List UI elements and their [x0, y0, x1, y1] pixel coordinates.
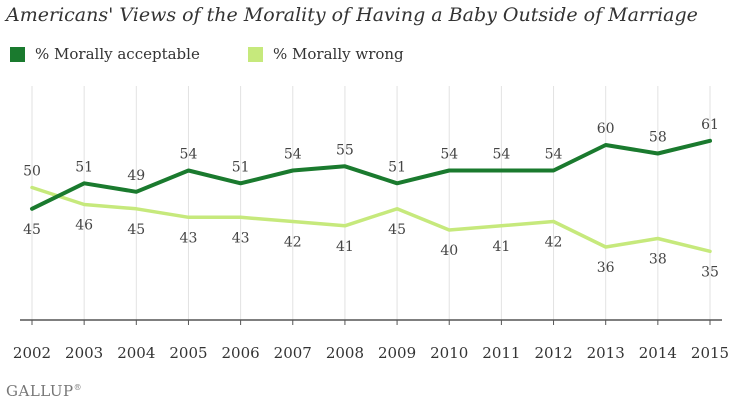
- x-tick-label: 2009: [378, 344, 416, 362]
- data-label-acceptable-2002: 45: [23, 222, 41, 238]
- data-label-wrong-2013: 36: [597, 260, 615, 276]
- x-tick-label: 2004: [117, 344, 155, 362]
- legend-label-acceptable: % Morally acceptable: [35, 45, 200, 63]
- data-point-wrong-2007: [292, 221, 294, 222]
- data-point-wrong-2013: [605, 246, 607, 248]
- data-point-wrong-2002: [31, 187, 33, 188]
- x-tick-label: 2014: [639, 344, 677, 362]
- data-point-acceptable-2015: [709, 140, 711, 142]
- data-point-acceptable-2006: [240, 182, 242, 184]
- data-point-acceptable-2005: [187, 170, 189, 171]
- legend-item-wrong: % Morally wrong: [248, 45, 404, 63]
- data-point-wrong-2012: [553, 221, 555, 222]
- data-label-acceptable-2009: 51: [388, 159, 406, 175]
- x-tick-label: 2011: [482, 344, 520, 362]
- data-point-acceptable-2004: [135, 191, 137, 193]
- data-point-acceptable-2010: [448, 170, 450, 171]
- data-point-acceptable-2002: [31, 208, 33, 210]
- data-point-wrong-2011: [500, 225, 502, 227]
- data-label-wrong-2015: 35: [701, 264, 719, 280]
- x-tick-label: 2002: [13, 344, 51, 362]
- data-label-acceptable-2006: 51: [232, 159, 250, 175]
- x-tick-label: 2010: [430, 344, 468, 362]
- data-point-acceptable-2011: [500, 170, 502, 171]
- data-label-wrong-2010: 40: [440, 243, 458, 259]
- data-label-acceptable-2003: 51: [75, 159, 93, 175]
- data-label-wrong-2007: 42: [284, 235, 302, 251]
- data-label-acceptable-2014: 58: [649, 130, 667, 146]
- data-label-wrong-2012: 42: [545, 235, 563, 251]
- x-tick-label: 2012: [534, 344, 572, 362]
- data-label-wrong-2014: 38: [649, 252, 667, 268]
- data-point-wrong-2015: [709, 250, 711, 252]
- data-label-acceptable-2007: 54: [284, 147, 302, 163]
- data-point-acceptable-2013: [605, 144, 607, 146]
- x-tick-label: 2006: [222, 344, 260, 362]
- data-label-wrong-2002: 50: [23, 164, 41, 180]
- data-point-wrong-2005: [187, 216, 189, 218]
- legend-swatch-acceptable: [10, 46, 25, 62]
- data-point-wrong-2008: [344, 225, 346, 227]
- data-label-wrong-2011: 41: [492, 239, 510, 255]
- data-label-wrong-2006: 43: [232, 230, 250, 246]
- data-point-wrong-2003: [83, 204, 85, 205]
- data-point-acceptable-2012: [553, 170, 555, 171]
- data-label-acceptable-2013: 60: [597, 121, 615, 137]
- legend-item-acceptable: % Morally acceptable: [10, 45, 200, 63]
- legend-swatch-wrong: [248, 46, 263, 62]
- data-label-wrong-2008: 41: [336, 239, 354, 255]
- x-tick-label: 2008: [326, 344, 364, 362]
- series-line-acceptable: [30, 138, 712, 211]
- data-point-wrong-2006: [240, 216, 242, 218]
- data-point-wrong-2009: [396, 208, 398, 210]
- data-label-acceptable-2004: 49: [127, 168, 145, 184]
- x-tick-label: 2007: [274, 344, 312, 362]
- series-line-wrong: [30, 185, 712, 254]
- data-label-wrong-2005: 43: [180, 230, 198, 246]
- x-tick-label: 2003: [65, 344, 103, 362]
- x-tick-label: 2013: [587, 344, 625, 362]
- data-label-wrong-2004: 45: [127, 222, 145, 238]
- data-label-acceptable-2012: 54: [545, 147, 563, 163]
- data-label-acceptable-2010: 54: [440, 147, 458, 163]
- registered-mark: ®: [73, 383, 83, 392]
- data-label-acceptable-2008: 55: [336, 142, 354, 158]
- x-tick-label: 2015: [691, 344, 729, 362]
- data-point-wrong-2014: [657, 238, 659, 239]
- data-label-acceptable-2011: 54: [492, 147, 510, 163]
- data-point-wrong-2004: [135, 208, 137, 210]
- source-logo: GALLUP®: [6, 382, 82, 400]
- data-point-acceptable-2014: [657, 153, 659, 154]
- data-point-acceptable-2008: [344, 165, 346, 167]
- source-name: GALLUP: [6, 382, 74, 400]
- chart-title: Americans' Views of the Morality of Havi…: [6, 4, 698, 26]
- data-label-wrong-2003: 46: [75, 218, 93, 234]
- data-point-acceptable-2009: [396, 182, 398, 184]
- data-point-acceptable-2003: [83, 182, 85, 184]
- x-tick-label: 2005: [169, 344, 207, 362]
- data-point-wrong-2010: [448, 229, 450, 231]
- data-label-acceptable-2015: 61: [701, 117, 719, 133]
- data-point-acceptable-2007: [292, 170, 294, 171]
- data-label-wrong-2009: 45: [388, 222, 406, 238]
- legend-label-wrong: % Morally wrong: [273, 45, 404, 63]
- data-label-acceptable-2005: 54: [180, 147, 198, 163]
